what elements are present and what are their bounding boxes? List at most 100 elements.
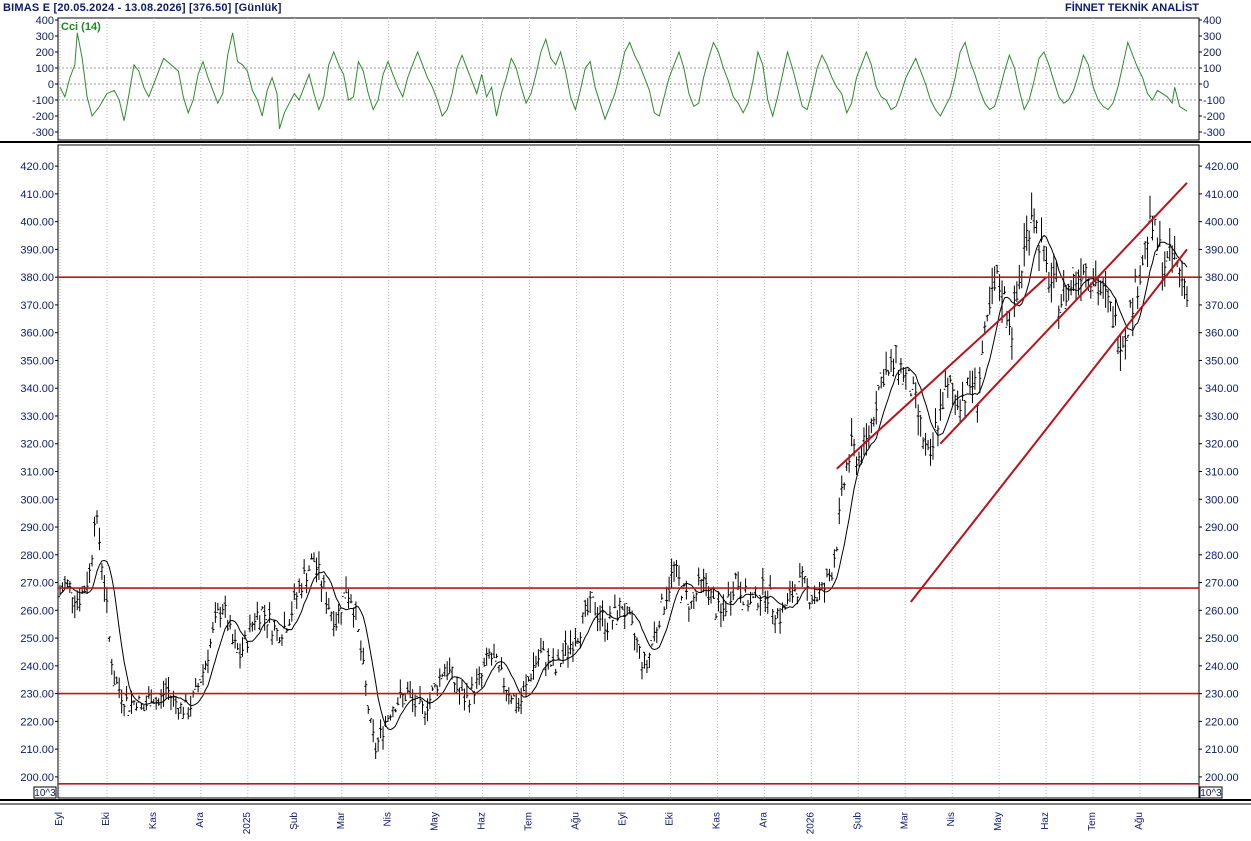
x-tick-label: May (430, 812, 441, 831)
price-tick-left: 330.00 (20, 411, 54, 423)
trend-channel-line (910, 248, 1188, 603)
cci-tick-right: 100 (1203, 63, 1221, 75)
price-tick-right: 240.00 (1205, 661, 1239, 673)
price-tick-right: 420.00 (1205, 161, 1239, 173)
price-tick-right: 270.00 (1205, 578, 1239, 590)
price-tick-right: 380.00 (1205, 272, 1239, 284)
x-tick-label: Eki (101, 812, 112, 826)
x-tick-label: Ağu (571, 812, 582, 830)
x-tick-label: Eyl (54, 812, 65, 826)
scale-marker-left: 10^3 (34, 788, 56, 799)
price-tick-left: 410.00 (20, 189, 54, 201)
x-tick-label: Tem (524, 812, 535, 831)
cci-tick-left: 400 (36, 15, 54, 27)
trend-channel-line (939, 182, 1188, 445)
price-tick-right: 200.00 (1205, 772, 1239, 784)
price-tick-left: 220.00 (20, 716, 54, 728)
price-tick-left: 240.00 (20, 661, 54, 673)
cci-tick-right: -200 (1203, 111, 1225, 123)
x-tick-label: Mar (899, 811, 910, 829)
x-tick-label: Ağu (1134, 812, 1145, 830)
x-tick-label: 2026 (805, 812, 816, 835)
scale-marker-left-box (33, 786, 57, 799)
price-tick-right: 260.00 (1205, 605, 1239, 617)
price-tick-left: 400.00 (20, 217, 54, 229)
price-tick-left: 250.00 (20, 633, 54, 645)
x-tick-label: Şub (852, 812, 863, 830)
price-tick-left: 200.00 (20, 772, 54, 784)
cci-tick-right: 0 (1203, 79, 1209, 91)
price-tick-right: 220.00 (1205, 716, 1239, 728)
x-tick-label: Eyl (618, 812, 629, 826)
price-tick-left: 360.00 (20, 328, 54, 340)
price-tick-right: 290.00 (1205, 522, 1239, 534)
price-tick-left: 280.00 (20, 550, 54, 562)
price-tick-right: 360.00 (1205, 328, 1239, 340)
scale-marker-right: 10^3 (1200, 788, 1222, 799)
price-tick-left: 340.00 (20, 383, 54, 395)
cci-label: Cci (14) (61, 21, 101, 33)
cci-tick-right: -300 (1203, 127, 1225, 139)
price-frame (57, 144, 1200, 799)
x-tick-label: Haz (1040, 812, 1051, 830)
price-tick-right: 210.00 (1205, 744, 1239, 756)
x-tick-label: May (993, 812, 1004, 831)
brand-label: FİNNET TEKNİK ANALİST (1064, 2, 1199, 14)
price-tick-right: 300.00 (1205, 494, 1239, 506)
price-tick-left: 380.00 (20, 272, 54, 284)
price-tick-right: 340.00 (1205, 383, 1239, 395)
cci-tick-right: 400 (1203, 15, 1221, 27)
price-tick-right: 330.00 (1205, 411, 1239, 423)
cci-frame (57, 17, 1200, 141)
price-tick-left: 300.00 (20, 494, 54, 506)
scale-marker-right-box (1199, 786, 1223, 799)
cci-tick-right: -100 (1203, 95, 1225, 107)
cci-series-line (59, 32, 1188, 129)
cci-tick-left: 100 (36, 63, 54, 75)
price-tick-right: 280.00 (1205, 550, 1239, 562)
cci-tick-left: 200 (36, 47, 54, 59)
price-tick-right: 390.00 (1205, 244, 1239, 256)
price-tick-right: 370.00 (1205, 300, 1239, 312)
price-tick-left: 350.00 (20, 355, 54, 367)
price-tick-left: 230.00 (20, 689, 54, 701)
cci-tick-left: -300 (32, 127, 54, 139)
x-tick-label: Eki (664, 812, 675, 826)
cci-tick-left: -200 (32, 111, 54, 123)
price-tick-left: 310.00 (20, 467, 54, 479)
chart-title: BIMAS E [20.05.2024 - 13.08.2026] [376.5… (3, 2, 282, 14)
cci-tick-left: -100 (32, 95, 54, 107)
x-tick-label: Kas (148, 812, 159, 829)
price-tick-right: 350.00 (1205, 355, 1239, 367)
price-tick-left: 420.00 (20, 161, 54, 173)
price-tick-left: 260.00 (20, 605, 54, 617)
x-tick-label: 2025 (242, 812, 253, 835)
x-tick-label: Kas (711, 812, 722, 829)
cci-tick-right: 300 (1203, 31, 1221, 43)
trend-channel-line (836, 276, 1048, 470)
price-tick-right: 400.00 (1205, 217, 1239, 229)
x-tick-label: Tem (1087, 812, 1098, 831)
x-tick-label: Haz (477, 812, 488, 830)
cci-tick-right: 200 (1203, 47, 1221, 59)
price-tick-left: 290.00 (20, 522, 54, 534)
cci-tick-left: 300 (36, 31, 54, 43)
price-tick-left: 210.00 (20, 744, 54, 756)
x-tick-label: Ara (758, 812, 769, 828)
x-tick-label: Nis (383, 812, 394, 826)
x-tick-label: Ara (195, 812, 206, 828)
cci-tick-left: 0 (48, 79, 54, 91)
price-tick-right: 320.00 (1205, 439, 1239, 451)
price-tick-right: 230.00 (1205, 689, 1239, 701)
price-tick-right: 250.00 (1205, 633, 1239, 645)
price-tick-left: 390.00 (20, 244, 54, 256)
price-tick-left: 370.00 (20, 300, 54, 312)
moving-average-line (59, 234, 1188, 731)
x-tick-label: Şub (289, 812, 300, 830)
price-tick-right: 310.00 (1205, 467, 1239, 479)
x-tick-label: Nis (946, 812, 957, 826)
x-tick-label: Mar (336, 811, 347, 829)
price-tick-left: 270.00 (20, 578, 54, 590)
price-tick-right: 410.00 (1205, 189, 1239, 201)
